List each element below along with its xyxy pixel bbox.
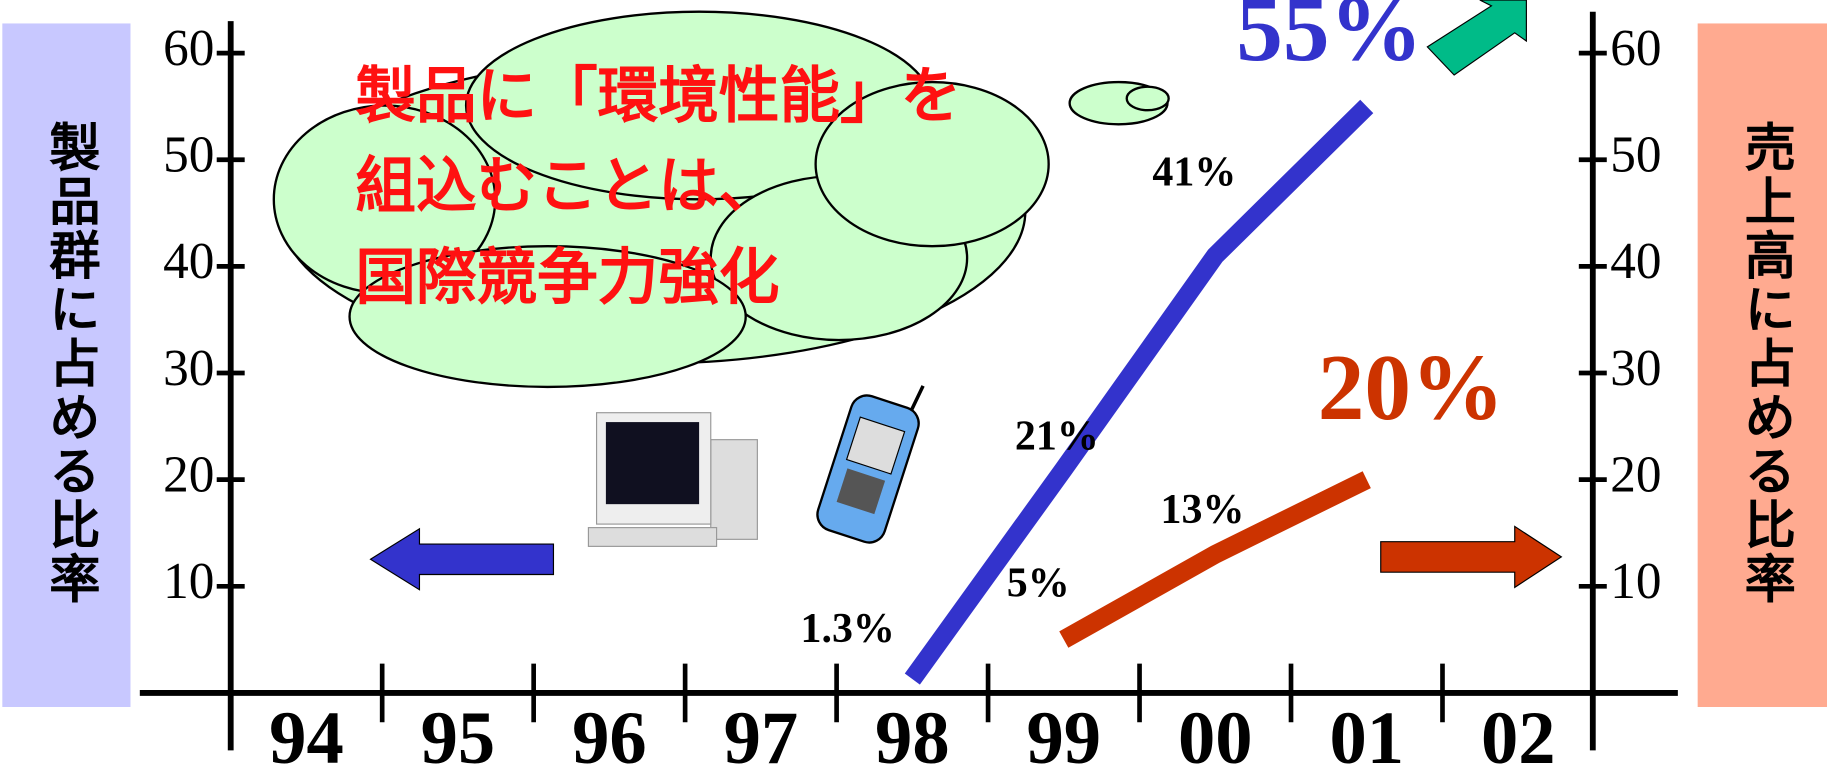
value-label: 1.3% bbox=[801, 606, 895, 652]
x-tick-label: 94 bbox=[269, 697, 344, 775]
computer-icon bbox=[588, 413, 757, 547]
x-tick-label: 99 bbox=[1027, 697, 1102, 775]
annotation: 国際競争力強化 bbox=[355, 243, 779, 313]
annotation: 組込むことは、 bbox=[355, 151, 779, 221]
y-axis-title: 製品群に占める比率 bbox=[39, 121, 100, 606]
x-tick-label: 01 bbox=[1329, 697, 1404, 775]
y-tick-label: 60 bbox=[163, 20, 214, 77]
value-label: 20% bbox=[1318, 337, 1504, 440]
phone-icon bbox=[813, 367, 931, 547]
x-tick-label: 98 bbox=[875, 697, 950, 775]
value-label: 55% bbox=[1236, 0, 1422, 81]
y2-axis-title: 売上高に占める比率 bbox=[1735, 121, 1796, 606]
x-tick-label: 00 bbox=[1178, 697, 1253, 775]
up-arrow bbox=[1427, 0, 1526, 75]
page: 製品群に占める比率 売上高に占める比率 製品に「環境性能」を 組込むことは、 国… bbox=[0, 0, 1827, 775]
chart: 製品群に占める比率 売上高に占める比率 製品に「環境性能」を 組込むことは、 国… bbox=[0, 0, 1827, 775]
value-label: 21% bbox=[1015, 413, 1099, 459]
value-label: 41% bbox=[1152, 150, 1236, 196]
y-tick-label: 30 bbox=[163, 340, 214, 397]
y2-tick-label: 50 bbox=[1610, 126, 1661, 183]
y2-tick-label: 60 bbox=[1610, 20, 1661, 77]
y2-tick-label: 30 bbox=[1610, 340, 1661, 397]
left-arrow bbox=[371, 529, 554, 590]
x-tick-label: 96 bbox=[572, 697, 647, 775]
y2-tick-label: 40 bbox=[1610, 233, 1661, 290]
x-tick-label: 02 bbox=[1481, 697, 1556, 775]
y-tick-label: 20 bbox=[163, 446, 214, 503]
value-label: 13% bbox=[1161, 487, 1245, 533]
y2-tick-label: 20 bbox=[1610, 446, 1661, 503]
right-arrow bbox=[1381, 526, 1562, 587]
y-tick-label: 10 bbox=[163, 553, 214, 610]
value-label: 5% bbox=[1007, 560, 1070, 606]
y2-tick-label: 10 bbox=[1610, 553, 1661, 610]
y-tick-label: 40 bbox=[163, 233, 214, 290]
annotation: 製品に「環境性能」を bbox=[355, 61, 961, 131]
x-tick-label: 97 bbox=[724, 697, 799, 775]
y-tick-label: 50 bbox=[163, 126, 214, 183]
x-tick-label: 95 bbox=[421, 697, 496, 775]
